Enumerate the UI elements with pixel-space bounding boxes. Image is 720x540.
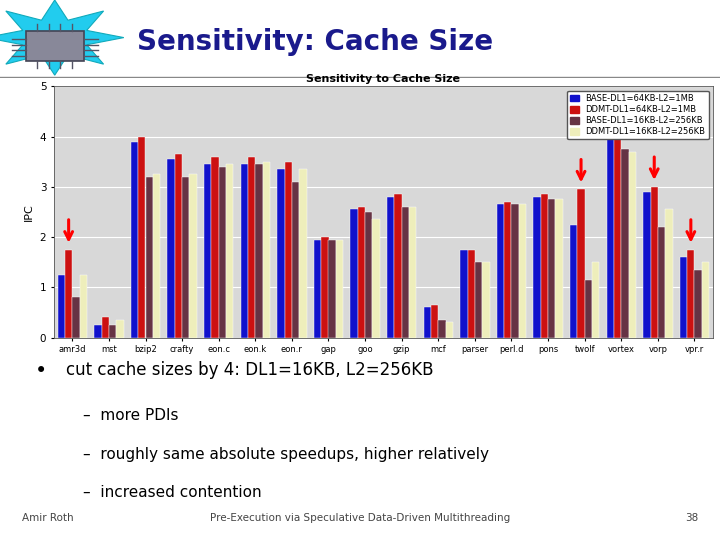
Bar	[423, 307, 431, 338]
Bar	[284, 162, 292, 338]
Bar	[102, 318, 109, 338]
Polygon shape	[0, 0, 124, 75]
Bar	[314, 240, 321, 338]
Bar	[511, 205, 519, 338]
Bar	[621, 149, 629, 338]
Bar	[475, 262, 482, 338]
Bar	[541, 194, 548, 338]
Text: Amir Roth: Amir Roth	[22, 512, 73, 523]
Text: –  more PDIs: – more PDIs	[84, 408, 179, 423]
Bar	[629, 152, 636, 338]
Bar	[116, 320, 124, 338]
Text: cut cache sizes by 4: DL1=16KB, L2=256KB: cut cache sizes by 4: DL1=16KB, L2=256KB	[66, 361, 433, 379]
Bar	[614, 104, 621, 338]
Bar	[72, 298, 80, 338]
Bar	[292, 182, 300, 338]
Bar	[695, 269, 702, 338]
Bar	[534, 197, 541, 338]
Bar	[372, 219, 379, 338]
Bar	[585, 280, 592, 338]
Bar	[651, 187, 658, 338]
Bar	[226, 164, 233, 338]
Bar	[109, 325, 116, 338]
Bar	[431, 305, 438, 338]
Bar	[58, 275, 65, 338]
Bar	[240, 164, 248, 338]
Bar	[175, 154, 182, 338]
Bar	[26, 31, 84, 61]
Bar	[592, 262, 599, 338]
Bar	[555, 199, 563, 338]
Bar	[446, 322, 453, 338]
Bar	[395, 194, 402, 338]
Bar	[204, 164, 212, 338]
Bar	[658, 227, 665, 338]
Title: Sensitivity to Cache Size: Sensitivity to Cache Size	[307, 74, 460, 84]
Text: –  increased contention: – increased contention	[84, 485, 262, 501]
Bar	[263, 162, 270, 338]
Bar	[409, 207, 416, 338]
Bar	[387, 197, 395, 338]
Bar	[570, 225, 577, 338]
Bar	[519, 205, 526, 338]
Bar	[336, 240, 343, 338]
Bar	[351, 210, 358, 338]
Bar	[687, 249, 695, 338]
Text: Pre-Execution via Speculative Data-Driven Multithreading: Pre-Execution via Speculative Data-Drive…	[210, 512, 510, 523]
Bar	[702, 262, 709, 338]
Bar	[497, 205, 504, 338]
Bar	[607, 106, 614, 338]
Text: •: •	[35, 361, 48, 381]
Bar	[643, 192, 651, 338]
Bar	[300, 169, 307, 338]
Bar	[467, 249, 475, 338]
Bar	[138, 137, 145, 338]
Bar	[277, 169, 284, 338]
Bar	[504, 202, 511, 338]
Bar	[182, 177, 189, 338]
Bar	[577, 190, 585, 338]
Bar	[460, 249, 467, 338]
Legend: BASE-DL1=64KB-L2=1MB, DDMT-DL1=64KB-L2=1MB, BASE-DL1=16KB-L2=256KB, DDMT-DL1=16K: BASE-DL1=64KB-L2=1MB, DDMT-DL1=64KB-L2=1…	[567, 91, 708, 139]
Bar	[321, 237, 328, 338]
Bar	[212, 157, 219, 338]
Text: 38: 38	[685, 512, 698, 523]
Bar	[365, 212, 372, 338]
Bar	[168, 159, 175, 338]
Bar	[248, 157, 256, 338]
Bar	[131, 141, 138, 338]
Bar	[256, 164, 263, 338]
Bar	[665, 210, 672, 338]
Bar	[219, 167, 226, 338]
Bar	[358, 207, 365, 338]
Bar	[153, 174, 160, 338]
Y-axis label: IPC: IPC	[24, 203, 34, 221]
Bar	[65, 249, 72, 338]
Bar	[438, 320, 446, 338]
Text: Sensitivity: Cache Size: Sensitivity: Cache Size	[137, 28, 493, 56]
Text: –  roughly same absolute speedups, higher relatively: – roughly same absolute speedups, higher…	[84, 447, 489, 462]
Bar	[482, 262, 490, 338]
Bar	[145, 177, 153, 338]
Bar	[680, 257, 687, 338]
Bar	[548, 199, 555, 338]
Bar	[80, 275, 87, 338]
Bar	[328, 240, 336, 338]
Bar	[94, 325, 102, 338]
Bar	[189, 174, 197, 338]
Bar	[402, 207, 409, 338]
